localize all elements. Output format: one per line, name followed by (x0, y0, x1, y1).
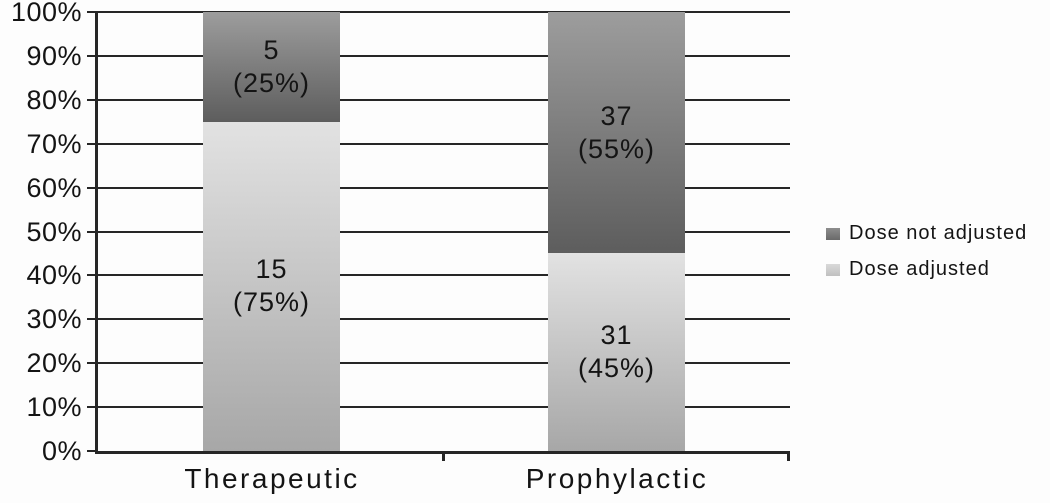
y-axis-tick-label: 40% (26, 260, 82, 291)
legend-label: Dose not adjusted (849, 222, 1028, 244)
x-axis-tick-middle (442, 451, 445, 461)
y-axis-tick (87, 406, 98, 409)
gridline (98, 186, 790, 189)
segment-prophylactic-dose-adjusted: 31 (45%) (548, 253, 685, 451)
y-axis-tick (87, 362, 98, 365)
legend-swatch-dark-icon (826, 227, 840, 240)
gridline (98, 142, 790, 145)
segment-value-label: 5 (263, 34, 280, 65)
y-axis-tick-label: 10% (26, 392, 82, 423)
y-axis-tick (87, 318, 98, 321)
legend-item-dose-adjusted: Dose adjusted (826, 258, 1027, 281)
y-axis-tick-label: 30% (26, 304, 82, 335)
y-axis-tick (87, 142, 98, 145)
x-label-prophylactic: Prophylactic (525, 463, 709, 494)
y-axis-tick (87, 230, 98, 233)
segment-percent-label: (55%) (577, 133, 656, 164)
y-axis-tick-label: 70% (26, 128, 82, 159)
segment-percent-label: (75%) (232, 287, 311, 318)
gridline (98, 230, 790, 233)
y-axis-tick-label: 20% (26, 348, 82, 379)
y-axis-tick (87, 11, 98, 13)
segment-value-label: 31 (600, 320, 633, 351)
y-axis-tick (87, 186, 98, 189)
gridline (98, 406, 790, 409)
legend-item-dose-not-adjusted: Dose not adjusted (826, 222, 1027, 245)
y-axis-tick (87, 450, 98, 452)
bar-therapeutic: 5 (25%) 15 (75%) (203, 12, 340, 451)
segment-value-label: 15 (255, 254, 288, 285)
plot-area: 5 (25%) 15 (75%) 37 (55%) 31 (45%) (87, 11, 790, 461)
gridline (98, 98, 790, 101)
y-axis-tick-label: 80% (26, 84, 82, 115)
gridline (98, 11, 790, 13)
y-axis-tick-label: 0% (41, 436, 82, 466)
gridline (98, 54, 790, 57)
gridline (98, 318, 790, 321)
legend-swatch-light-icon (826, 263, 840, 276)
y-axis-tick-label: 90% (26, 40, 82, 71)
x-label-therapeutic: Therapeutic (184, 463, 360, 494)
gridline (98, 362, 790, 365)
segment-percent-label: (25%) (232, 67, 311, 98)
y-axis-tick (87, 98, 98, 101)
segment-therapeutic-dose-adjusted: 15 (75%) (203, 121, 340, 451)
y-axis-tick-label: 50% (26, 216, 82, 247)
y-axis-tick-label: 100% (10, 0, 82, 27)
y-axis-tick-label: 60% (26, 172, 82, 203)
segment-percent-label: (45%) (577, 353, 656, 384)
y-axis-tick (87, 274, 98, 277)
y-axis-tick (87, 54, 98, 57)
legend-label: Dose adjusted (849, 258, 990, 280)
gridline (98, 274, 790, 277)
x-axis-tick-end (787, 451, 790, 461)
bar-prophylactic: 37 (55%) 31 (45%) (548, 12, 685, 451)
segment-value-label: 37 (600, 100, 633, 131)
legend: Dose not adjusted Dose adjusted (826, 222, 1027, 281)
segment-prophylactic-dose-not-adjusted: 37 (55%) (548, 12, 685, 254)
segment-therapeutic-dose-not-adjusted: 5 (25%) (203, 12, 340, 122)
